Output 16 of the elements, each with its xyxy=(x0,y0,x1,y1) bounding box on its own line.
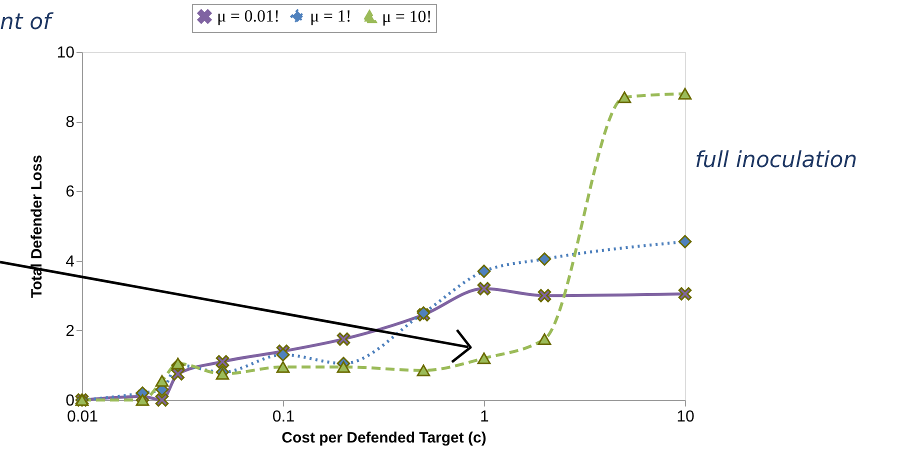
y-tick-label: 10 xyxy=(56,44,75,62)
legend-label: μ = 1! xyxy=(310,6,352,26)
x-tick-label: 10 xyxy=(676,408,694,426)
y-tick-label: 8 xyxy=(66,114,75,132)
y-tick-label: 2 xyxy=(66,322,75,340)
text: nt of xyxy=(0,10,54,35)
legend-label: μ = 0.01! xyxy=(217,6,280,26)
y-tick-label: 6 xyxy=(66,184,75,201)
y-tick-label: 4 xyxy=(66,253,75,270)
x-tick-label: 0.1 xyxy=(272,408,295,426)
x-axis-title: Cost per Defended Target (c) xyxy=(282,430,486,446)
legend-label: μ = 10! xyxy=(382,6,432,26)
x-tick-label: 0.01 xyxy=(66,408,98,426)
text: full inoculation xyxy=(695,148,858,173)
x-tick-label: 1 xyxy=(480,408,490,426)
y-tick-label: 0 xyxy=(66,392,75,410)
